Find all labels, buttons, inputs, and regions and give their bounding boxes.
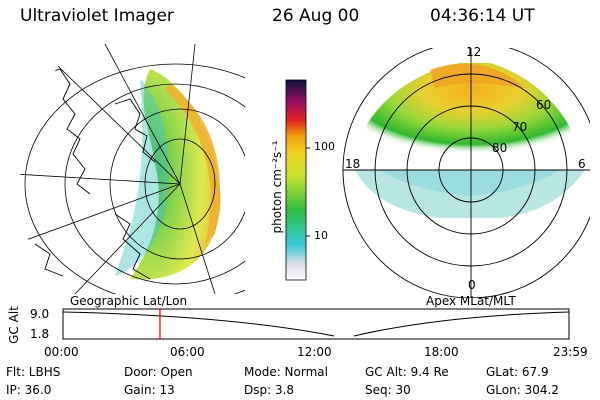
lat-label-60: 60 [536,98,552,112]
x-tick-2359: 23:59 [553,345,588,359]
ip-status: IP: 36.0 [6,383,52,397]
colorbar [285,79,310,281]
colorbar-tick-100: 100 [314,140,335,153]
altitude-plot [62,308,570,340]
filter-status: Flt: LBHS [6,365,61,379]
x-tick-1200: 12:00 [297,345,332,359]
x-tick-1800: 18:00 [424,345,459,359]
instrument-title: Ultraviolet Imager [20,6,174,26]
altitude-tick-top: 9.0 [30,307,50,321]
mlt-label-12: 12 [466,45,482,59]
seq-status: Seq: 30 [365,383,411,397]
time-label: 04:36:14 UT [430,6,535,26]
altitude-tick-bottom: 1.8 [30,327,50,341]
x-tick-0600: 06:00 [170,345,205,359]
date-label: 26 Aug 00 [272,6,360,26]
gain-status: Gain: 13 [124,383,175,397]
x-tick-0000: 00:00 [44,345,79,359]
gc-alt-status: GC Alt: 9.4 Re [365,365,449,379]
mlt-label-0: 0 [468,278,476,292]
dsp-status: Dsp: 3.8 [244,383,295,397]
glat-status: GLat: 67.9 [486,365,549,379]
geo-panel-label: Geographic Lat/Lon [70,294,188,308]
polar-panel-label: Apex MLat/MLT [426,294,516,308]
mlt-label-6: 6 [578,157,586,171]
polar-image [342,48,590,298]
colorbar-tick-10: 10 [314,229,328,242]
door-status: Door: Open [124,365,193,379]
glon-status: GLon: 304.2 [486,383,559,397]
mode-status: Mode: Normal [244,365,328,379]
altitude-ylabel: GC Alt [7,306,21,344]
geographic-image [20,44,245,294]
colorbar-unit-label: photon cm⁻²s⁻¹ [270,140,284,234]
lat-label-80: 80 [492,141,508,155]
mlt-label-18: 18 [345,157,361,171]
lat-label-70: 70 [512,120,528,134]
